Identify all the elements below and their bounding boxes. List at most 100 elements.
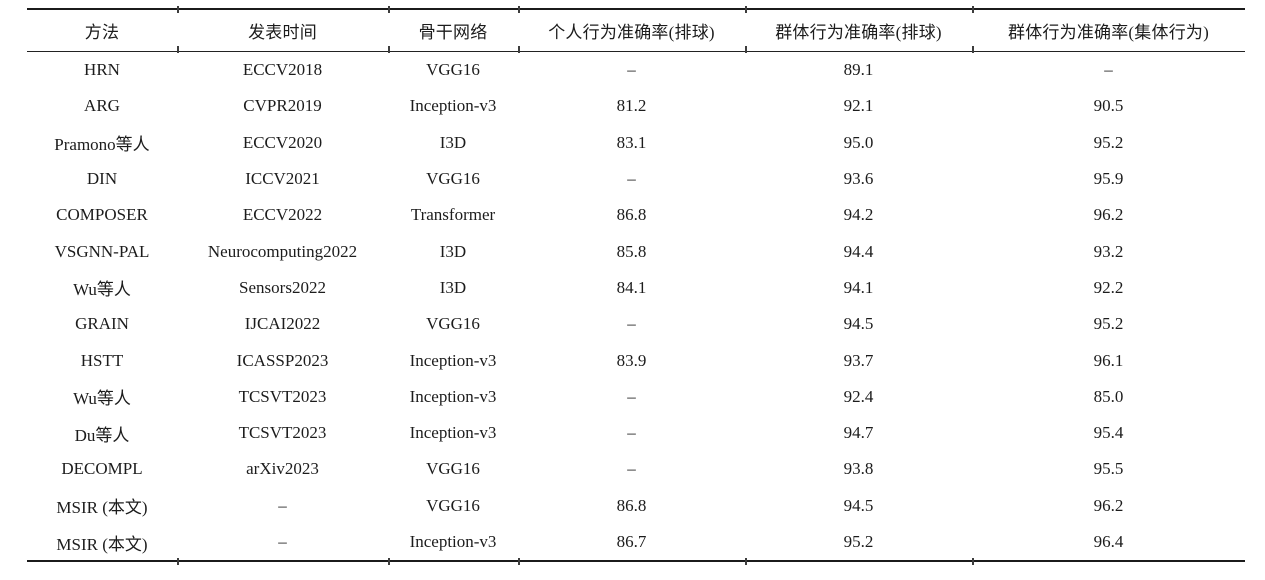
table-row: GRAIN IJCAI2022 VGG16 – 94.5 95.2 xyxy=(27,306,1245,342)
table-cell: ECCV2018 xyxy=(242,60,323,80)
table-row: Wu等人 Sensors2022 I3D 84.1 94.1 92.2 xyxy=(27,270,1245,306)
table-cell: Inception-v3 xyxy=(409,96,497,116)
table-cell: 95.5 xyxy=(1093,459,1124,479)
column-separator-tick xyxy=(518,6,520,13)
table-row: COMPOSER ECCV2022 Transformer 86.8 94.2 96.2 xyxy=(27,197,1245,233)
column-separator-tick xyxy=(388,46,390,53)
table-cell: VGG16 xyxy=(426,459,480,479)
table-cell: 90.5 xyxy=(1093,96,1124,116)
column-separator-tick xyxy=(388,558,390,565)
column-separator-tick xyxy=(518,558,520,565)
table-cell: – xyxy=(278,532,287,551)
table-cell: – xyxy=(627,314,636,334)
table-cell: Inception-v3 xyxy=(409,532,497,551)
table-cell: 94.2 xyxy=(843,205,874,225)
table-cell: 84.1 xyxy=(616,277,647,297)
table-cell: ECCV2022 xyxy=(242,205,323,225)
table-cell: 93.2 xyxy=(1093,241,1124,261)
table-cell: VSGNN-PAL xyxy=(54,241,150,261)
table-cell: 96.2 xyxy=(1093,495,1124,515)
table-row: MSIR (本文) – VGG16 86.8 94.5 96.2 xyxy=(27,488,1245,524)
table-cell: 85.8 xyxy=(616,241,647,261)
table-cell: 96.1 xyxy=(1093,350,1124,370)
table-cell: 95.9 xyxy=(1093,169,1124,189)
column-separator-tick xyxy=(745,46,747,53)
column-header: 群体行为准确率(集体行为) xyxy=(1008,23,1209,42)
column-separator-tick xyxy=(972,6,974,13)
table-cell: VGG16 xyxy=(426,169,480,189)
table-cell: – xyxy=(627,386,636,406)
table-cell: MSIR (本文) xyxy=(56,498,148,518)
column-header: 发表时间 xyxy=(248,23,317,42)
table-row: Wu等人 TCSVT2023 Inception-v3 – 92.4 85.0 xyxy=(27,379,1245,415)
table-cell: 92.2 xyxy=(1093,277,1124,297)
table-cell: 92.1 xyxy=(843,96,874,116)
table-cell: 93.8 xyxy=(843,459,874,479)
table-cell: ARG xyxy=(84,96,120,116)
column-separator-tick xyxy=(177,6,179,13)
table-cell: 93.6 xyxy=(843,169,874,189)
column-separator-tick xyxy=(972,558,974,565)
table-header: 方法 发表时间 骨干网络 个人行为准确率(排球) 群体行为准确率(排球) 群体行为准确率(… xyxy=(27,9,1245,52)
table-cell: 81.2 xyxy=(616,96,647,116)
table-cell: I3D xyxy=(439,277,467,297)
table-cell: DECOMPL xyxy=(61,459,143,479)
table-cell: Sensors2022 xyxy=(239,277,326,297)
table-cell: CVPR2019 xyxy=(243,96,322,116)
table-cell: 92.4 xyxy=(843,386,874,406)
column-separator-tick xyxy=(518,46,520,53)
table-cell: 83.1 xyxy=(616,132,647,152)
table-cell: DIN xyxy=(86,169,118,189)
table-body: HRN ECCV2018 VGG16 – 89.1 – ARG CVPR2019 Incepti… xyxy=(27,52,1245,562)
table-cell: 94.7 xyxy=(843,423,874,443)
table-cell: Pramono等人 xyxy=(54,135,150,155)
table-cell: ICASSP2023 xyxy=(236,350,329,370)
table-cell: 95.2 xyxy=(1093,314,1124,334)
table-row: DECOMPL arXiv2023 VGG16 – 93.8 95.5 xyxy=(27,451,1245,487)
table-cell: HSTT xyxy=(80,350,124,370)
table-cell: Inception-v3 xyxy=(409,350,497,370)
table-row: Du等人 TCSVT2023 Inception-v3 – 94.7 95.4 xyxy=(27,415,1245,451)
table-cell: 83.9 xyxy=(616,350,647,370)
table-cell: – xyxy=(1104,60,1113,80)
table-cell: IJCAI2022 xyxy=(244,314,321,334)
table-cell: VGG16 xyxy=(426,60,480,80)
table-cell: – xyxy=(278,495,287,515)
table-cell: Wu等人 xyxy=(73,389,131,409)
table-cell: 85.0 xyxy=(1093,386,1124,406)
table-row: ARG CVPR2019 Inception-v3 81.2 92.1 90.5 xyxy=(27,88,1245,124)
table-cell: TCSVT2023 xyxy=(238,423,327,443)
table-cell: 96.2 xyxy=(1093,205,1124,225)
table-cell: TCSVT2023 xyxy=(238,386,327,406)
column-header: 群体行为准确率(排球) xyxy=(775,23,942,42)
table-cell: – xyxy=(627,459,636,479)
table-row: HSTT ICASSP2023 Inception-v3 83.9 93.7 96.1 xyxy=(27,342,1245,378)
table-cell: GRAIN xyxy=(75,314,129,334)
table-row: DIN ICCV2021 VGG16 – 93.6 95.9 xyxy=(27,161,1245,197)
table-cell: – xyxy=(627,423,636,443)
column-separator-tick xyxy=(745,558,747,565)
column-separator-tick xyxy=(388,6,390,13)
table-cell: 95.2 xyxy=(843,532,874,551)
table-cell: VGG16 xyxy=(426,314,480,334)
table-row: Pramono等人 ECCV2020 I3D 83.1 95.0 95.2 xyxy=(27,125,1245,161)
table-cell: I3D xyxy=(439,241,467,261)
column-header: 个人行为准确率(排球) xyxy=(548,23,715,42)
table-cell: Inception-v3 xyxy=(409,423,497,443)
table-cell: 86.7 xyxy=(616,532,647,551)
table-cell: 95.2 xyxy=(1093,132,1124,152)
header-row: 方法 发表时间 骨干网络 个人行为准确率(排球) 群体行为准确率(排球) 群体行为准确率(… xyxy=(27,9,1245,52)
results-table: 方法 发表时间 骨干网络 个人行为准确率(排球) 群体行为准确率(排球) 群体行为准确率(… xyxy=(27,8,1245,563)
table-cell: Inception-v3 xyxy=(409,386,497,406)
table-cell: 86.8 xyxy=(616,205,647,225)
results-table-container: 方法 发表时间 骨干网络 个人行为准确率(排球) 群体行为准确率(排球) 群体行为准确率(… xyxy=(27,6,1245,565)
table-cell: ICCV2021 xyxy=(245,169,320,189)
table-cell: 94.5 xyxy=(843,314,874,334)
column-header: 方法 xyxy=(84,23,120,42)
column-header: 骨干网络 xyxy=(418,23,488,42)
table-cell: 96.4 xyxy=(1093,532,1124,551)
table-row: MSIR (本文) – Inception-v3 86.7 95.2 96.4 xyxy=(27,524,1245,561)
table-cell: Wu等人 xyxy=(73,280,131,300)
column-separator-tick xyxy=(177,558,179,565)
column-separator-tick xyxy=(745,6,747,13)
